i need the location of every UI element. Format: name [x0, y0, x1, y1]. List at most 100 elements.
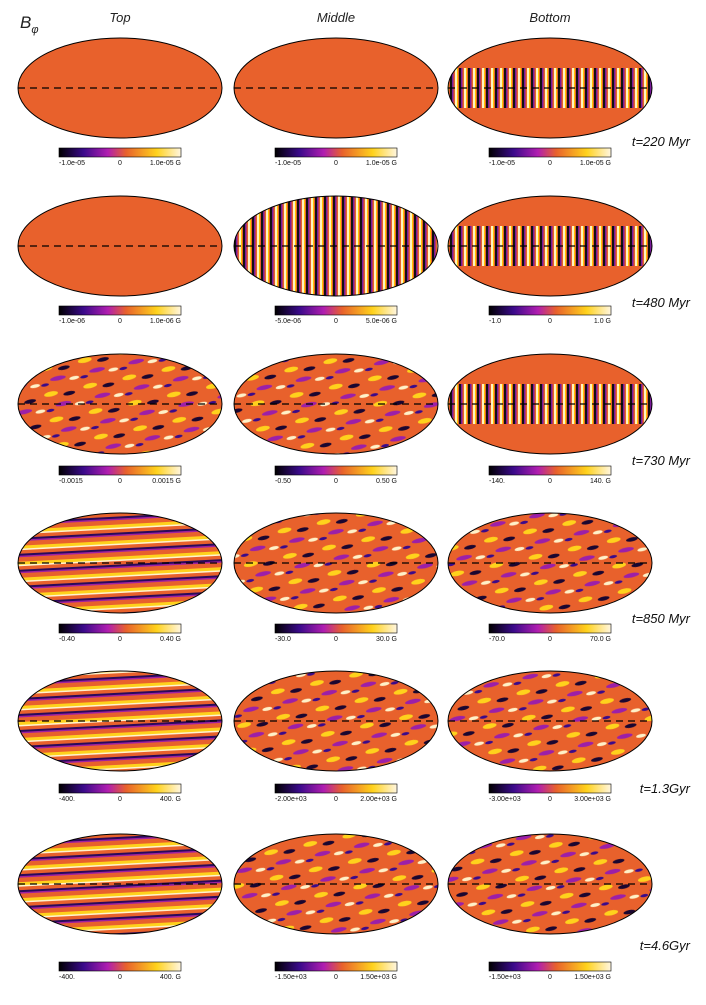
colorbar-zero: 0	[334, 318, 338, 325]
colorbar	[58, 783, 182, 794]
colorbar-min: -3.00e+03	[489, 796, 521, 803]
colorbar-min: -30.0	[275, 636, 291, 643]
symbol-base: B	[20, 13, 31, 32]
colorbar	[274, 623, 398, 634]
time-label: t=4.6Gyr	[640, 938, 691, 953]
colorbar	[488, 961, 612, 972]
colorbar-zero: 0	[118, 160, 122, 167]
map-row: -1.0e-06 0 1.0e-06 G -5.0e-06 0 5.0e-06 G -1.0…	[17, 195, 691, 325]
map-row: -0.0015 0 0.0015 G -0.50 0 0.50 G -140. 0 140. G…	[17, 353, 691, 485]
time-label: t=730 Myr	[632, 453, 691, 468]
colorbar-max: 3.00e+03 G	[574, 796, 611, 803]
column-title: Bottom	[529, 10, 570, 25]
symbol-sub: φ	[31, 24, 38, 36]
colorbar-max: 0.50 G	[376, 478, 397, 485]
colorbar-min: -0.50	[275, 478, 291, 485]
map-row: -400. 0 400. G -2.00e+03 0 2.00e+03 G -3.00e+0…	[17, 670, 691, 803]
field-symbol: Bφ	[20, 13, 39, 36]
colorbar-zero: 0	[548, 318, 552, 325]
colorbar-max: 1.0e-05 G	[580, 160, 611, 167]
map-row: -1.0e-05 0 1.0e-05 G -1.0e-05 0 1.0e-05 G -1.0…	[17, 37, 691, 167]
colorbar-zero: 0	[548, 636, 552, 643]
colorbar-max: 70.0 G	[590, 636, 611, 643]
map-outline	[17, 512, 223, 614]
colorbar-max: 1.50e+03 G	[360, 974, 397, 981]
map-outline	[233, 353, 439, 455]
colorbar-zero: 0	[118, 974, 122, 981]
colorbar	[488, 783, 612, 794]
colorbar-min: -1.0e-06	[59, 318, 85, 325]
colorbar-min: -1.50e+03	[489, 974, 521, 981]
colorbar	[488, 623, 612, 634]
colorbar-zero: 0	[548, 796, 552, 803]
map-outline	[447, 353, 653, 455]
colorbar	[274, 305, 398, 316]
colorbar	[58, 623, 182, 634]
colorbar-max: 1.0e-05 G	[150, 160, 181, 167]
colorbar-zero: 0	[334, 796, 338, 803]
colorbar	[488, 147, 612, 158]
colorbar-zero: 0	[118, 478, 122, 485]
map-outline	[447, 670, 653, 772]
colorbar-zero: 0	[334, 160, 338, 167]
colorbar	[58, 147, 182, 158]
colorbar-min: -400.	[59, 796, 75, 803]
colorbar-max: 0.40 G	[160, 636, 181, 643]
colorbar-min: -1.0e-05	[59, 160, 85, 167]
column-title: Top	[109, 10, 130, 25]
colorbar-min: -1.0e-05	[489, 160, 515, 167]
map-outline	[233, 512, 439, 614]
colorbar	[488, 465, 612, 476]
colorbar-min: -1.0	[489, 318, 501, 325]
colorbar-max: 1.0e-06 G	[150, 318, 181, 325]
colorbar-zero: 0	[548, 160, 552, 167]
colorbar-max: 0.0015 G	[152, 478, 181, 485]
map-outline	[447, 195, 653, 297]
colorbar	[58, 465, 182, 476]
colorbar-min: -400.	[59, 974, 75, 981]
time-label: t=1.3Gyr	[640, 781, 691, 796]
colorbar-zero: 0	[334, 478, 338, 485]
colorbar	[274, 147, 398, 158]
colorbar-zero: 0	[118, 636, 122, 643]
time-label: t=480 Myr	[632, 295, 691, 310]
colorbar-max: 1.0e-05 G	[366, 160, 397, 167]
map-outline	[233, 37, 439, 139]
column-title: Middle	[317, 10, 355, 25]
colorbar	[274, 961, 398, 972]
map-outline	[17, 670, 223, 772]
map-outline	[447, 833, 653, 935]
colorbar-zero: 0	[334, 974, 338, 981]
colorbar-min: -0.0015	[59, 478, 83, 485]
map-outline	[233, 195, 439, 297]
colorbar-max: 140. G	[590, 478, 611, 485]
map-row: -400. 0 400. G -1.50e+03 0 1.50e+03 G -1.50e+0…	[17, 833, 691, 981]
map-outline	[17, 833, 223, 935]
time-label: t=220 Myr	[632, 134, 691, 149]
map-outline	[233, 833, 439, 935]
time-label: t=850 Myr	[632, 611, 691, 626]
colorbar-max: 1.50e+03 G	[574, 974, 611, 981]
colorbar-max: 1.0 G	[594, 318, 611, 325]
map-outline	[17, 195, 223, 297]
colorbar-max: 400. G	[160, 974, 181, 981]
colorbar	[58, 961, 182, 972]
colorbar-zero: 0	[118, 318, 122, 325]
colorbar-max: 5.0e-06 G	[366, 318, 397, 325]
colorbar-min: -1.0e-05	[275, 160, 301, 167]
colorbar-min: -1.50e+03	[275, 974, 307, 981]
colorbar-zero: 0	[548, 478, 552, 485]
map-outline	[233, 670, 439, 772]
colorbar	[488, 305, 612, 316]
colorbar-zero: 0	[118, 796, 122, 803]
colorbar-min: -70.0	[489, 636, 505, 643]
colorbar-zero: 0	[548, 974, 552, 981]
map-outline	[447, 512, 653, 614]
colorbar-min: -0.40	[59, 636, 75, 643]
map-outline	[17, 353, 223, 455]
colorbar-max: 2.00e+03 G	[360, 796, 397, 803]
map-row: -0.40 0 0.40 G -30.0 0 30.0 G -70.0 0 70.0 G t=85…	[17, 512, 691, 643]
colorbar-max: 400. G	[160, 796, 181, 803]
colorbar	[274, 465, 398, 476]
